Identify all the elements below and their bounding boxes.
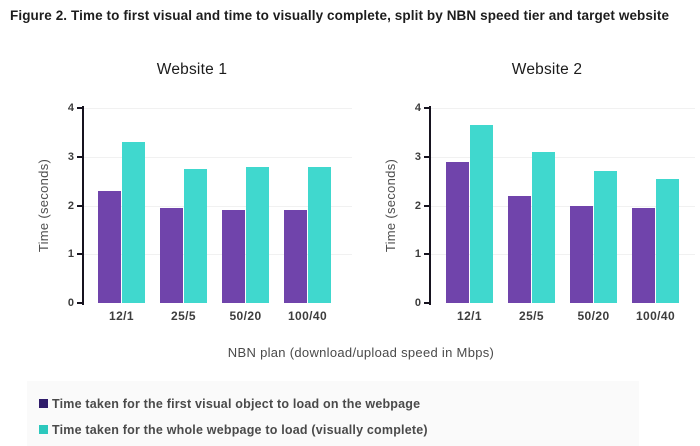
chart-legend: Time taken for the first visual object t…: [27, 381, 639, 446]
y-axis-line: [81, 106, 84, 305]
legend-label-visually-complete: Time taken for the whole webpage to load…: [52, 422, 428, 437]
gridline-y4: [431, 108, 695, 109]
y-tick-mark-4: [424, 107, 429, 109]
x-tick-label-100/40: 100/40: [635, 309, 676, 323]
x-tick-label-100/40: 100/40: [287, 309, 328, 323]
y-tick-label-0: 0: [414, 297, 421, 309]
gridline-y4: [84, 108, 352, 109]
figure-title: Figure 2. Time to first visual and time …: [10, 8, 670, 23]
x-axis-label: NBN plan (download/upload speed in Mbps): [227, 345, 495, 360]
bar-visually-complete-100/40: [308, 166, 331, 303]
y-tick-label-1: 1: [414, 248, 421, 261]
gridline-y1: [84, 254, 352, 256]
y-tick-label-1: 1: [67, 248, 74, 261]
y-tick-mark-2: [424, 204, 429, 207]
y-tick-label-4: 4: [67, 102, 74, 114]
x-tick-label-50/20: 50/20: [577, 309, 610, 323]
bar-first-visual-50/20: [222, 210, 245, 303]
bar-first-visual-12/1: [98, 190, 121, 303]
x-tick-label-25/5: 25/5: [519, 309, 544, 323]
gridline-y2: [84, 205, 352, 207]
y-tick-label-3: 3: [67, 150, 74, 163]
chart-title-website-1: Website 1: [156, 61, 228, 78]
bar-first-visual-25/5: [508, 195, 531, 303]
y-tick-label-3: 3: [414, 150, 421, 163]
x-tick-label-50/20: 50/20: [229, 309, 262, 323]
bar-first-visual-25/5: [160, 207, 183, 303]
y-tick-label-4: 4: [414, 102, 421, 114]
x-tick-label-25/5: 25/5: [171, 309, 196, 323]
bar-first-visual-50/20: [570, 205, 593, 303]
gridline-y3: [84, 156, 352, 158]
y-tick-mark-3: [424, 155, 429, 158]
bar-first-visual-100/40: [632, 207, 655, 303]
bar-first-visual-12/1: [446, 161, 469, 303]
chart-title-website-2: Website 2: [511, 61, 583, 78]
gridline-y2: [431, 205, 695, 207]
legend-label-first-visual: Time taken for the first visual object t…: [52, 396, 421, 411]
bar-visually-complete-50/20: [594, 171, 617, 303]
legend-item-first-visual: Time taken for the first visual object t…: [39, 396, 421, 411]
bar-visually-complete-12/1: [470, 125, 493, 303]
y-tick-mark-3: [77, 155, 82, 158]
first-visual-swatch-icon: [39, 399, 48, 408]
y-tick-mark-1: [77, 253, 82, 256]
y-tick-label-2: 2: [67, 199, 74, 212]
y-tick-label-2: 2: [414, 199, 421, 212]
bar-visually-complete-100/40: [656, 178, 679, 303]
y-tick-label-0: 0: [67, 297, 74, 309]
y-tick-mark-1: [424, 253, 429, 256]
y-axis-line: [428, 106, 431, 305]
y-tick-mark-4: [77, 107, 82, 109]
y-tick-mark-2: [77, 204, 82, 207]
bar-first-visual-100/40: [284, 210, 307, 303]
x-tick-label-12/1: 12/1: [109, 309, 134, 323]
gridline-y3: [431, 156, 695, 158]
y-axis-label: Time (seconds): [382, 158, 398, 253]
x-tick-label-12/1: 12/1: [457, 309, 482, 323]
bar-visually-complete-25/5: [184, 168, 207, 303]
legend-item-visually-complete: Time taken for the whole webpage to load…: [39, 422, 428, 437]
y-tick-mark-0: [424, 302, 429, 304]
y-tick-mark-0: [77, 302, 82, 304]
bar-visually-complete-12/1: [122, 142, 145, 303]
bar-visually-complete-50/20: [246, 166, 269, 303]
bar-visually-complete-25/5: [532, 151, 555, 303]
gridline-y1: [431, 254, 695, 256]
y-axis-label: Time (seconds): [35, 158, 51, 253]
visually-complete-swatch-icon: [39, 425, 48, 434]
